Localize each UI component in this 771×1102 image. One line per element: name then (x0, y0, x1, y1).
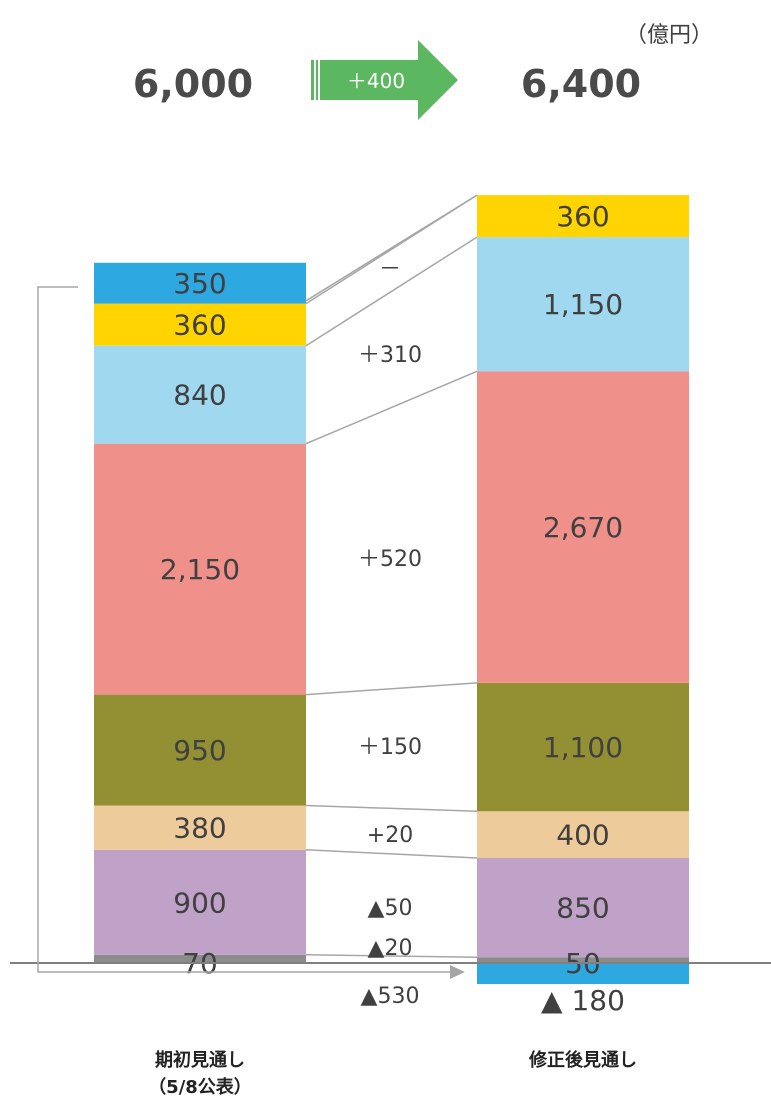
segment-value-label: 2,670 (543, 511, 623, 544)
arrow-stripe (311, 60, 314, 100)
bar-segment (94, 303, 306, 346)
segment-value-label: 1,100 (543, 731, 623, 764)
delta-labels: ▲530 － ＋310 ＋520 ＋150 +20 ▲50 ▲20 (358, 257, 422, 1009)
segment-value-label: 360 (556, 200, 609, 233)
connector-line (305, 236, 478, 347)
connector-line (305, 804, 478, 813)
segment-value-label: 1,150 (543, 288, 623, 321)
segment-value-label: 380 (173, 812, 226, 845)
delta-label: ＋310 (358, 343, 422, 368)
bar-segment (477, 957, 689, 963)
total-after: 6,400 (521, 62, 641, 106)
connector-lines (305, 194, 478, 958)
segment-value-label: 900 (173, 886, 226, 919)
bar-segment (477, 682, 689, 812)
bracket-arrow (37, 286, 465, 979)
bar-segment (94, 262, 306, 304)
category-label-after: 修正後見通し (528, 1049, 637, 1071)
bracket-line (37, 286, 450, 973)
segment-value-label: ▲ 180 (541, 984, 625, 1017)
segment-value-label: 850 (556, 892, 609, 925)
delta-label: ＋520 (358, 547, 422, 572)
bars (94, 195, 689, 984)
segment-value-label: 2,150 (160, 553, 240, 586)
bar-segment (94, 443, 306, 695)
segment-value-label: 400 (556, 819, 609, 852)
segment-value-label: 360 (173, 309, 226, 342)
arrow-stripe (316, 60, 318, 100)
connector-line (305, 849, 478, 859)
delta-label: ▲530 (361, 984, 420, 1009)
delta-label: － (379, 257, 401, 282)
bar-segment (94, 345, 306, 444)
arrow-body (320, 40, 458, 120)
segment-value-label: 350 (173, 267, 226, 300)
arrow-change-label: ＋400 (347, 69, 405, 93)
bar-segment (477, 371, 689, 683)
bar-segment (477, 237, 689, 372)
connector-line (305, 954, 478, 958)
bar-segment (94, 849, 306, 955)
bar-segment (477, 858, 689, 958)
category-label-before-sub: （5/8公表） (148, 1076, 252, 1098)
segment-labels: 709003809502,150840360350508504001,1002,… (160, 200, 625, 1017)
connector-line (305, 194, 478, 305)
bar-segment (94, 954, 306, 963)
connector-line (305, 370, 478, 445)
segment-value-label: 950 (173, 734, 226, 767)
delta-label: ▲20 (368, 936, 413, 961)
delta-label: +20 (367, 823, 413, 848)
connector-line (305, 682, 478, 696)
change-arrow: ＋400 (311, 40, 458, 120)
unit-label: （億円） (625, 23, 713, 48)
bar-segment (94, 694, 306, 806)
bar-segment (94, 805, 306, 850)
category-label-before: 期初見通し (155, 1049, 245, 1071)
bar-segment (477, 963, 689, 984)
bar-segment (477, 195, 689, 238)
bar-segment (477, 811, 689, 858)
delta-label: ▲50 (368, 896, 413, 921)
bracket-arrowhead (450, 965, 465, 979)
delta-label: ＋150 (358, 735, 422, 760)
segment-value-label: 840 (173, 379, 226, 412)
total-before: 6,000 (133, 62, 253, 106)
